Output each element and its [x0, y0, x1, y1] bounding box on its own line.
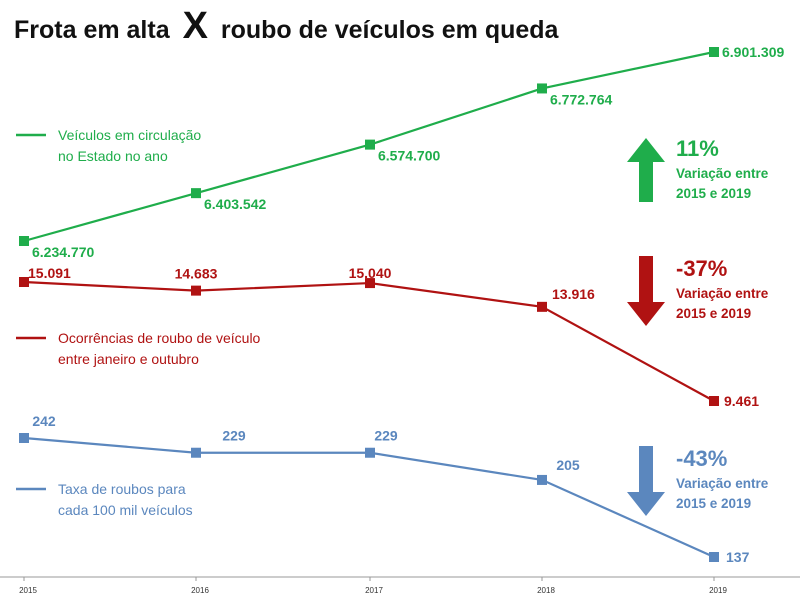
data-label-taxa-2015: 242 — [32, 413, 56, 429]
point-roubos-2019 — [709, 396, 719, 406]
arrow-down-icon — [627, 446, 665, 516]
annotation-line1-taxa: Variação entre — [676, 476, 769, 491]
legend-text-taxa-1: Taxa de roubos para — [58, 481, 186, 497]
annotation-line1-roubos: Variação entre — [676, 286, 769, 301]
data-label-taxa-2019: 137 — [726, 549, 750, 565]
data-label-frota-2015: 6.234.770 — [32, 244, 94, 260]
point-frota-2017 — [365, 139, 375, 150]
data-label-roubos-2019: 9.461 — [724, 393, 759, 409]
point-roubos-2018 — [537, 301, 547, 312]
x-tick-label-2018: 2018 — [537, 586, 555, 595]
plot-area: 2015 2016 2017 2018 2019 6.234.770 6.403.542 6.… — [0, 44, 800, 595]
arrow-up-icon — [627, 138, 665, 202]
data-label-frota-2017: 6.574.700 — [378, 148, 440, 164]
annotation-line2-taxa: 2015 e 2019 — [676, 496, 751, 511]
legend-text-roubos-1: Ocorrências de roubo de veículo — [58, 330, 261, 346]
point-taxa-2016 — [191, 447, 201, 458]
x-tick-label-2015: 2015 — [19, 586, 37, 595]
annotation-line1-frota: Variação entre — [676, 166, 769, 181]
data-label-frota-2019: 6.901.309 — [722, 44, 784, 60]
annotation-line2-roubos: 2015 e 2019 — [676, 306, 751, 321]
legend-text-taxa-2: cada 100 mil veículos — [58, 502, 193, 518]
point-frota-2015 — [19, 236, 29, 246]
title-part1: Frota em alta — [14, 16, 171, 44]
legend-text-roubos-2: entre janeiro e outubro — [58, 351, 199, 367]
legend-text-frota-1: Veículos em circulação — [58, 127, 201, 143]
data-label-roubos-2018: 13.916 — [552, 286, 595, 302]
title-part2: roubo de veículos em queda — [221, 16, 560, 44]
data-label-roubos-2016: 14.683 — [175, 266, 218, 282]
data-label-frota-2016: 6.403.542 — [204, 196, 266, 212]
x-tick-label-2019: 2019 — [709, 586, 727, 595]
arrow-down-icon — [627, 256, 665, 326]
annotation-percent-taxa: -43% — [676, 446, 727, 471]
point-roubos-2017 — [365, 278, 375, 289]
x-tick-label-2017: 2017 — [365, 586, 383, 595]
point-frota-2018 — [537, 83, 547, 94]
data-label-taxa-2017: 229 — [374, 428, 398, 444]
point-taxa-2015 — [19, 433, 29, 443]
x-tick-label-2016: 2016 — [191, 586, 209, 595]
chart-title: Frota em alta X roubo de veículos em que… — [14, 5, 560, 47]
point-taxa-2018 — [537, 474, 547, 485]
legend-text-frota-2: no Estado no ano — [58, 148, 168, 164]
data-label-roubos-2015: 15.091 — [28, 265, 71, 281]
point-frota-2016 — [191, 188, 201, 199]
data-label-roubos-2017: 15.040 — [349, 265, 392, 281]
point-taxa-2019 — [709, 552, 719, 562]
point-frota-2019 — [709, 47, 719, 57]
annotation-percent-roubos: -37% — [676, 256, 727, 281]
annotation-percent-frota: 11% — [676, 136, 719, 161]
data-label-taxa-2016: 229 — [222, 428, 246, 444]
annotation-line2-frota: 2015 e 2019 — [676, 186, 751, 201]
point-roubos-2015 — [19, 277, 29, 287]
point-taxa-2017 — [365, 447, 375, 458]
data-label-taxa-2018: 205 — [556, 457, 580, 473]
title-x-mark: X — [183, 5, 209, 47]
data-label-frota-2018: 6.772.764 — [550, 91, 612, 107]
point-roubos-2016 — [191, 285, 201, 296]
